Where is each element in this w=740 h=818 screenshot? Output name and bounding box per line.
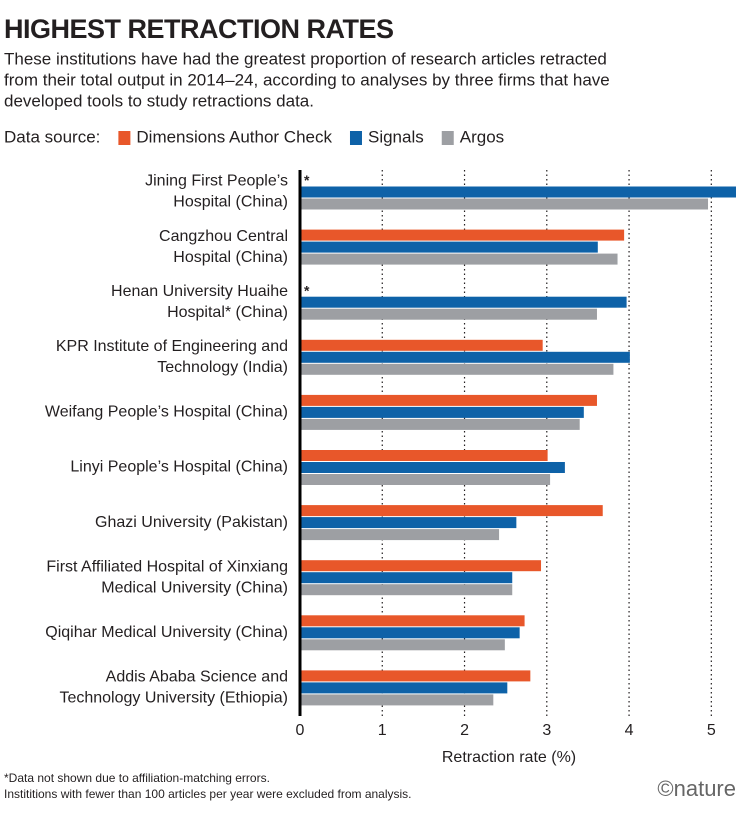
- legend-swatch: [118, 131, 131, 145]
- y-tick-label: Hospital (China): [173, 249, 288, 266]
- missing-marker: *: [304, 172, 310, 188]
- y-tick-label: Hospital (China): [173, 194, 288, 211]
- footnote: Instititions with fewer than 100 article…: [4, 787, 412, 801]
- bar: [300, 529, 500, 541]
- bar: [300, 505, 603, 517]
- x-tick-label: 3: [542, 722, 551, 739]
- y-tick-label: Medical University (China): [101, 579, 288, 596]
- y-tick-label: Qiqihar Medical University (China): [45, 624, 288, 641]
- bar: [300, 584, 513, 596]
- bar: [300, 627, 520, 639]
- y-tick-label: Cangzhou Central: [159, 228, 288, 245]
- bar: [300, 694, 494, 706]
- bar: [300, 615, 525, 627]
- bar: [300, 670, 531, 682]
- x-tick-label: 4: [625, 722, 634, 739]
- bar: [300, 253, 618, 265]
- bar: [300, 418, 580, 430]
- bar: [300, 682, 508, 694]
- logo: ©nature: [657, 776, 736, 801]
- y-tick-label: Linyi People’s Hospital (China): [70, 459, 288, 476]
- footnote: *Data not shown due to affiliation-match…: [4, 771, 270, 785]
- y-tick-label: Technology University (Ethiopia): [59, 690, 288, 707]
- bar: [300, 198, 709, 210]
- bar: [300, 462, 565, 473]
- x-axis-label: Retraction rate (%): [442, 749, 576, 766]
- bar: [300, 450, 548, 461]
- subtitle: from their total output in 2014–24, acco…: [4, 70, 610, 89]
- bar: [300, 229, 625, 241]
- bar: [300, 406, 584, 418]
- chart-title: HIGHEST RETRACTION RATES: [4, 14, 394, 44]
- bar: [300, 241, 598, 253]
- y-tick-label: Ghazi University (Pakistan): [95, 514, 288, 531]
- missing-marker: *: [304, 282, 310, 298]
- bar: [300, 351, 630, 363]
- y-tick-label: Weifang People’s Hospital (China): [45, 404, 288, 421]
- x-tick-label: 0: [296, 722, 305, 739]
- y-tick-label: Addis Ababa Science and: [106, 669, 288, 686]
- bar: [300, 474, 551, 485]
- legend-swatch: [349, 131, 362, 145]
- x-tick-label: 5: [707, 722, 716, 739]
- bar: [300, 572, 513, 584]
- bar: [300, 560, 542, 572]
- bar: [300, 296, 627, 308]
- bar: [300, 517, 517, 529]
- bar: [300, 394, 597, 406]
- y-tick-label: Jining First People’s: [145, 173, 288, 190]
- bar: [300, 308, 597, 320]
- bar: [300, 639, 505, 651]
- y-tick-label: KPR Institute of Engineering and: [56, 338, 288, 355]
- y-tick-label: Technology (India): [157, 359, 288, 376]
- legend-title: Data source:: [4, 127, 100, 146]
- bar: [300, 186, 736, 198]
- subtitle: These institutions have had the greatest…: [4, 49, 607, 68]
- legend-label: Argos: [460, 127, 504, 146]
- x-tick-label: 1: [378, 722, 387, 739]
- legend-label: Signals: [368, 127, 424, 146]
- bar: [300, 363, 614, 375]
- subtitle: developed tools to study retractions dat…: [4, 91, 314, 110]
- legend-swatch: [441, 131, 454, 145]
- y-tick-label: Henan University Huaihe: [111, 283, 288, 300]
- x-tick-label: 2: [460, 722, 469, 739]
- legend-label: Dimensions Author Check: [136, 127, 332, 146]
- y-tick-label: First Affiliated Hospital of Xinxiang: [46, 558, 288, 575]
- bar: [300, 339, 543, 351]
- y-tick-label: Hospital* (China): [167, 304, 288, 321]
